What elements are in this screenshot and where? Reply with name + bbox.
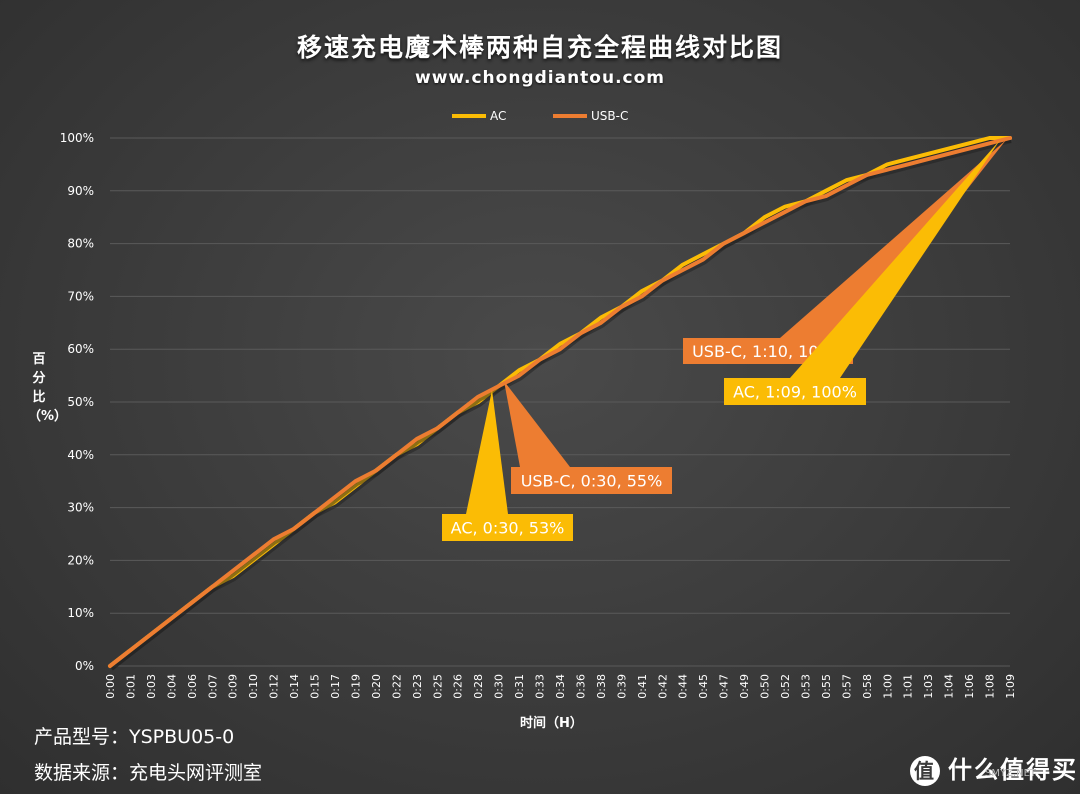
x-tick-label: 0:42 <box>656 674 669 699</box>
chart-subtitle: www.chongdiantou.com <box>414 68 666 88</box>
y-tick-label: 60% <box>67 342 94 356</box>
y-tick-label: 70% <box>67 289 94 303</box>
x-tick-label: 1:08 <box>984 674 997 699</box>
x-tick-label: 0:58 <box>861 674 874 699</box>
callout-box <box>511 467 672 494</box>
series-shadow <box>109 137 1011 671</box>
legend-label: USB-C <box>591 109 628 123</box>
x-tick-label: 1:06 <box>963 674 976 699</box>
x-axis-label: 时间（H） <box>520 716 583 731</box>
y-tick-label: 80% <box>67 237 94 251</box>
x-tick-label: 0:03 <box>145 674 158 699</box>
y-tick-label: 0% <box>75 659 94 673</box>
watermark-site: SMYZ.NET <box>985 768 1037 779</box>
x-tick-label: 0:50 <box>759 674 772 699</box>
y-tick-label: 90% <box>67 184 94 198</box>
product-model: 产品型号：YSPBU05-0 <box>34 726 235 748</box>
x-tick-label: 1:00 <box>881 674 894 699</box>
x-tick-label: 0:23 <box>411 674 424 699</box>
x-tick-label: 0:10 <box>247 674 260 699</box>
data-source: 数据来源：充电头网评测室 <box>34 762 263 784</box>
x-tick-label: 0:01 <box>124 674 137 699</box>
x-tick-label: 0:07 <box>206 674 219 699</box>
watermark-logo-icon: 值 <box>910 756 940 786</box>
x-tick-label: 0:26 <box>452 674 465 699</box>
chart-title: 移速充电魔术棒两种自充全程曲线对比图 <box>296 33 783 62</box>
x-tick-label: 0:38 <box>595 674 608 699</box>
data-label: USB-C, 1:10, 100% <box>692 342 844 361</box>
x-tick-label: 0:31 <box>513 674 526 699</box>
x-tick-label: 0:28 <box>472 674 485 699</box>
watermark: 值什么值得买 <box>910 750 1078 786</box>
x-tick-label: 0:49 <box>738 674 751 699</box>
callout-pointer <box>790 140 1000 378</box>
x-tick-label: 0:53 <box>799 674 812 699</box>
x-tick-label: 0:19 <box>349 674 362 699</box>
x-tick-label: 0:12 <box>268 674 281 699</box>
x-tick-label: 0:22 <box>390 674 403 699</box>
y-tick-label: 30% <box>67 501 94 515</box>
series-line <box>108 136 1012 668</box>
series-shadow <box>109 137 1012 671</box>
callout-pointer <box>780 140 1006 338</box>
y-tick-label: 100% <box>60 131 94 145</box>
data-label: AC, 1:09, 100% <box>733 383 857 402</box>
callout-box <box>442 514 573 541</box>
callout-pointer <box>504 381 570 467</box>
callout-box <box>724 378 866 405</box>
x-tick-label: 0:00 <box>104 674 117 699</box>
x-tick-label: 0:57 <box>840 674 853 699</box>
x-tick-label: 0:34 <box>554 674 567 699</box>
x-tick-label: 0:04 <box>165 674 178 699</box>
x-tick-label: 0:39 <box>615 674 628 699</box>
x-tick-label: 0:45 <box>697 674 710 699</box>
legend-label: AC <box>490 109 506 123</box>
x-tick-label: 0:44 <box>677 674 690 699</box>
x-tick-label: 0:09 <box>227 674 240 699</box>
x-tick-label: 0:25 <box>431 674 444 699</box>
y-axis-label: 百分比（%） <box>28 352 68 424</box>
y-tick-label: 10% <box>67 606 94 620</box>
x-tick-label: 0:17 <box>329 674 342 699</box>
x-tick-label: 1:01 <box>902 674 915 699</box>
x-tick-label: 0:52 <box>779 674 792 699</box>
callout-pointer <box>466 390 508 514</box>
x-tick-label: 0:20 <box>370 674 383 699</box>
data-label: USB-C, 0:30, 55% <box>521 472 663 491</box>
watermark-text: 什么值得买 <box>948 756 1078 784</box>
x-tick-label: 0:14 <box>288 674 301 699</box>
y-tick-label: 40% <box>67 448 94 462</box>
x-tick-label: 0:06 <box>186 674 199 699</box>
x-tick-label: 0:41 <box>636 674 649 699</box>
x-tick-label: 0:36 <box>574 674 587 699</box>
y-tick-label: 50% <box>67 395 94 409</box>
x-tick-label: 0:33 <box>534 674 547 699</box>
x-tick-label: 0:15 <box>309 674 322 699</box>
x-tick-label: 0:47 <box>718 674 731 699</box>
x-tick-label: 1:04 <box>943 674 956 699</box>
x-tick-label: 0:55 <box>820 674 833 699</box>
data-label: AC, 0:30, 53% <box>451 519 565 538</box>
x-tick-label: 1:09 <box>1004 674 1017 699</box>
x-tick-label: 1:03 <box>922 674 935 699</box>
y-tick-label: 20% <box>67 553 94 567</box>
x-tick-label: 0:30 <box>493 674 506 699</box>
